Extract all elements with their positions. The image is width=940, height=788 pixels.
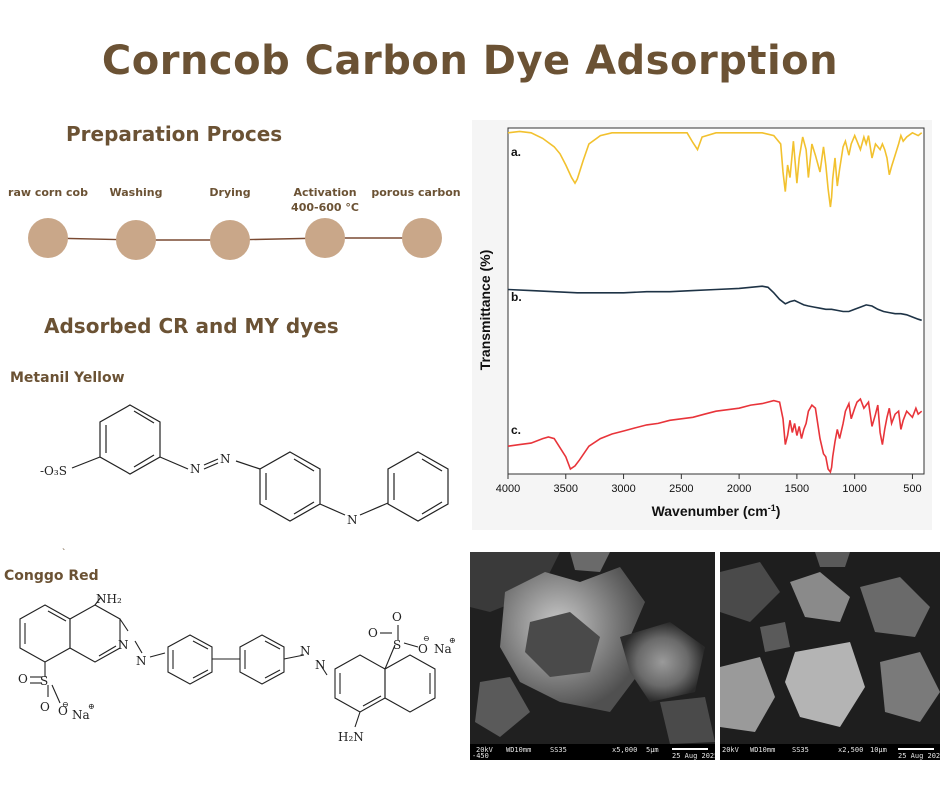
cr-nh2-top: NH₂ (96, 592, 122, 606)
dyes-heading: Adsorbed CR and MY dyes (44, 314, 339, 338)
cr-na-left: Na (72, 708, 90, 722)
cr-s-right: S (393, 638, 401, 652)
sem-image-2: 20kV WD10mm SS35 x2,500 10μm 25 Aug 2025 (720, 552, 940, 760)
step-label-drying: Drying (209, 186, 251, 199)
x-tick-label: 500 (903, 483, 921, 495)
x-tick-label: 2500 (669, 483, 693, 495)
x-tick-label: 4000 (496, 483, 520, 495)
step-label-activation: Activation (293, 186, 357, 199)
cr-o-left-b: O (40, 700, 50, 714)
cr-minus-left: ⊖ (62, 700, 69, 709)
step-circle-raw-corn-cob (28, 218, 68, 258)
series-line-a (507, 130, 923, 208)
step-circle-porous-carbon (402, 218, 442, 258)
cr-o-left-a: O (18, 672, 28, 686)
sem-texture-2 (720, 552, 940, 744)
cr-azo-n1: N (118, 638, 129, 652)
cr-azo-n4: N (315, 658, 326, 672)
series-label-a: a. (511, 145, 521, 159)
sem-scale-bar-2 (898, 748, 934, 750)
cr-o-right-c: O (418, 642, 428, 656)
sem-texture-1 (470, 552, 715, 744)
series-label-c: c. (511, 423, 521, 437)
metanil-yellow-label: Metanil Yellow (10, 370, 125, 386)
cr-plus-left: ⊕ (88, 702, 95, 711)
x-tick-label: 1000 (842, 483, 866, 495)
process-steps: raw corn cob Washing Drying Activation 4… (0, 185, 470, 265)
cr-azo-n2: N (136, 654, 147, 668)
x-tick-label: 3500 (554, 483, 578, 495)
cr-plus-right: ⊕ (449, 636, 456, 645)
mo-azo-n2: N (220, 452, 231, 466)
step-circle-activation (305, 218, 345, 258)
sem-image-1: 20kV WD10mm SS35 x5,000 5μm 25 Aug 2025 … (470, 552, 715, 760)
x-tick-label: 1500 (785, 483, 809, 495)
cr-azo-n3: N (300, 644, 311, 658)
cr-o-right-b: O (368, 626, 378, 640)
mo-amine-n: N (347, 513, 358, 527)
x-tick-label: 2000 (727, 483, 751, 495)
series-line-c (507, 397, 923, 474)
step-label-raw-corn-cob: raw corn cob (8, 186, 88, 199)
page-title: Corncob Carbon Dye Adsorption (101, 38, 839, 84)
y-axis-label: Transmittance (%) (477, 250, 493, 371)
sem-scale-bar-1 (672, 748, 708, 750)
step-label-porous-carbon: porous carbon (371, 186, 461, 199)
preparation-heading: Preparation Proces (66, 122, 283, 146)
sem-info-bar-2: 20kV WD10mm SS35 x2,500 10μm 25 Aug 2025 (720, 744, 940, 760)
step-label-washing: Washing (109, 186, 163, 199)
metanil-yellow-structure: -O₃S N N N (40, 404, 449, 527)
cr-minus-right: ⊖ (423, 634, 430, 643)
stray-mark: ` (62, 548, 66, 559)
ftir-chart-panel: 4000 3500 3000 2500 2000 1500 1000 500 Transmit… (472, 120, 932, 530)
cr-o-right-a: O (392, 610, 402, 624)
cr-o-left-c: O (58, 704, 68, 718)
step-circle-washing (116, 220, 156, 260)
sem-info-bar-1: 20kV WD10mm SS35 x5,000 5μm 25 Aug 2025 … (470, 744, 715, 760)
plot-frame (507, 127, 925, 475)
congo-red-structure: NH₂ N N N N S O O O ⊖ Na ⊕ S O O O ⊖ Na … (18, 592, 456, 744)
cr-nh2-bottom: H₂N (338, 730, 364, 744)
cr-na-right: Na (434, 642, 452, 656)
mo-sulfonate-label: -O₃S (40, 464, 67, 478)
step-circle-drying (210, 220, 250, 260)
ftir-chart: 4000 3500 3000 2500 2000 1500 1000 500 Transmit… (477, 127, 925, 519)
cr-s-left: S (40, 674, 48, 688)
step-label-activation-temp: 400-600 °C (291, 201, 359, 214)
x-tick-label: 3000 (611, 483, 635, 495)
series-label-b: b. (511, 290, 522, 304)
series-line-b (507, 285, 922, 322)
x-axis-label: Wavenumber (cm-1) (652, 503, 781, 519)
congo-red-label: Conggo Red (4, 568, 99, 584)
mo-azo-n1: N (190, 462, 201, 476)
